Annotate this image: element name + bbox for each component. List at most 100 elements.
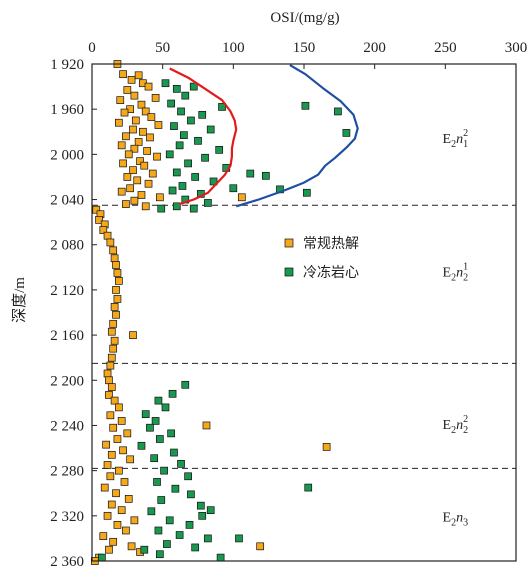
point-conventional-pyrolysis bbox=[136, 157, 144, 165]
point-conventional-pyrolysis bbox=[116, 96, 125, 104]
y-tick-label: 2 360 bbox=[50, 554, 84, 567]
point-conventional-pyrolysis bbox=[130, 516, 139, 525]
point-frozen-core bbox=[172, 84, 181, 93]
point-frozen-core bbox=[170, 448, 178, 457]
point-frozen-core bbox=[157, 204, 166, 213]
x-tick-label: 300 bbox=[505, 40, 528, 56]
point-frozen-core bbox=[206, 506, 215, 515]
point-conventional-pyrolysis bbox=[105, 376, 113, 385]
point-conventional-pyrolysis bbox=[129, 331, 137, 339]
point-conventional-pyrolysis bbox=[112, 489, 120, 498]
point-conventional-pyrolysis bbox=[115, 118, 123, 127]
point-conventional-pyrolysis bbox=[95, 216, 103, 224]
point-frozen-core bbox=[168, 389, 177, 398]
y-tick-label: 2 080 bbox=[50, 238, 84, 254]
point-conventional-pyrolysis bbox=[115, 466, 123, 475]
point-frozen-core bbox=[185, 521, 194, 529]
point-frozen-core bbox=[177, 460, 185, 468]
point-conventional-pyrolysis bbox=[143, 147, 151, 155]
point-frozen-core bbox=[153, 478, 161, 486]
point-conventional-pyrolysis bbox=[120, 478, 129, 486]
point-conventional-pyrolysis bbox=[107, 500, 116, 509]
point-conventional-pyrolysis bbox=[117, 417, 126, 425]
point-conventional-pyrolysis bbox=[107, 327, 116, 336]
point-frozen-core bbox=[155, 435, 164, 443]
point-conventional-pyrolysis bbox=[103, 511, 112, 520]
point-frozen-core bbox=[165, 516, 174, 525]
point-conventional-pyrolysis bbox=[109, 246, 118, 255]
point-conventional-pyrolysis bbox=[155, 193, 164, 202]
point-conventional-pyrolysis bbox=[131, 116, 140, 125]
trend-curves bbox=[169, 64, 359, 208]
point-conventional-pyrolysis bbox=[110, 303, 119, 311]
point-frozen-core bbox=[170, 122, 178, 130]
point-conventional-pyrolysis bbox=[130, 144, 139, 153]
point-conventional-pyrolysis bbox=[115, 403, 123, 412]
point-conventional-pyrolysis bbox=[106, 472, 115, 481]
point-frozen-core bbox=[301, 101, 310, 110]
point-frozen-core bbox=[178, 182, 187, 190]
point-conventional-pyrolysis bbox=[109, 423, 118, 432]
point-frozen-core bbox=[157, 496, 166, 504]
point-frozen-core bbox=[160, 466, 168, 475]
point-conventional-pyrolysis bbox=[115, 277, 123, 285]
point-frozen-core bbox=[215, 145, 224, 154]
y-tick-label: 2 160 bbox=[50, 328, 84, 344]
point-frozen-core bbox=[175, 141, 184, 150]
point-conventional-pyrolysis bbox=[103, 231, 112, 240]
point-frozen-core bbox=[191, 543, 200, 552]
point-frozen-core bbox=[184, 472, 192, 481]
point-frozen-core bbox=[304, 483, 313, 492]
point-frozen-core bbox=[198, 110, 207, 119]
point-conventional-pyrolysis bbox=[107, 353, 116, 362]
point-conventional-pyrolysis bbox=[130, 91, 139, 100]
point-conventional-pyrolysis bbox=[110, 336, 119, 345]
point-frozen-core bbox=[334, 107, 342, 116]
plot-frame bbox=[91, 63, 517, 562]
point-conventional-pyrolysis bbox=[106, 238, 115, 247]
point-frozen-core bbox=[191, 173, 200, 181]
y-tick-label: 2 120 bbox=[50, 283, 84, 299]
point-frozen-core bbox=[187, 116, 195, 125]
point-conventional-pyrolysis bbox=[133, 176, 142, 185]
point-conventional-pyrolysis bbox=[122, 132, 130, 141]
point-conventional-pyrolysis bbox=[103, 461, 112, 469]
point-conventional-pyrolysis bbox=[141, 107, 150, 116]
point-frozen-core bbox=[165, 150, 174, 159]
red-trend-curve bbox=[169, 67, 238, 206]
point-frozen-core bbox=[167, 429, 175, 438]
point-frozen-core bbox=[204, 199, 212, 207]
point-conventional-pyrolysis bbox=[112, 310, 120, 319]
y-tick-label: 2 280 bbox=[50, 464, 84, 480]
legend-label: 常规热解 bbox=[303, 236, 359, 252]
x-tick-label: 200 bbox=[363, 40, 386, 56]
point-conventional-pyrolysis bbox=[148, 169, 157, 178]
point-conventional-pyrolysis bbox=[134, 71, 143, 80]
point-frozen-core bbox=[181, 380, 190, 389]
point-conventional-pyrolysis bbox=[322, 443, 331, 451]
point-frozen-core bbox=[172, 168, 181, 177]
point-conventional-pyrolysis bbox=[106, 411, 115, 420]
y-axis-title: 深度/m bbox=[11, 277, 28, 323]
point-conventional-pyrolysis bbox=[113, 435, 122, 443]
point-frozen-core bbox=[206, 125, 215, 134]
point-frozen-core bbox=[189, 204, 198, 213]
zone-label: E2n21 bbox=[443, 261, 469, 283]
legend-label: 冷冻岩心 bbox=[303, 264, 359, 281]
point-frozen-core bbox=[302, 188, 311, 197]
point-conventional-pyrolysis bbox=[202, 421, 211, 430]
point-conventional-pyrolysis bbox=[137, 191, 146, 199]
point-frozen-core bbox=[146, 423, 154, 432]
point-conventional-pyrolysis bbox=[122, 200, 130, 208]
blue-trend-curve bbox=[235, 64, 359, 208]
x-axis-ticks: 0 50 100 150 200 250 300 bbox=[88, 40, 527, 69]
point-frozen-core bbox=[194, 136, 202, 145]
point-frozen-core bbox=[229, 184, 238, 193]
point-conventional-pyrolysis bbox=[123, 86, 132, 94]
point-conventional-pyrolysis bbox=[99, 226, 108, 234]
point-conventional-pyrolysis bbox=[147, 113, 156, 121]
point-conventional-pyrolysis bbox=[105, 391, 113, 399]
point-frozen-core bbox=[137, 441, 146, 450]
point-frozen-core bbox=[172, 202, 181, 211]
point-frozen-core bbox=[161, 79, 170, 88]
